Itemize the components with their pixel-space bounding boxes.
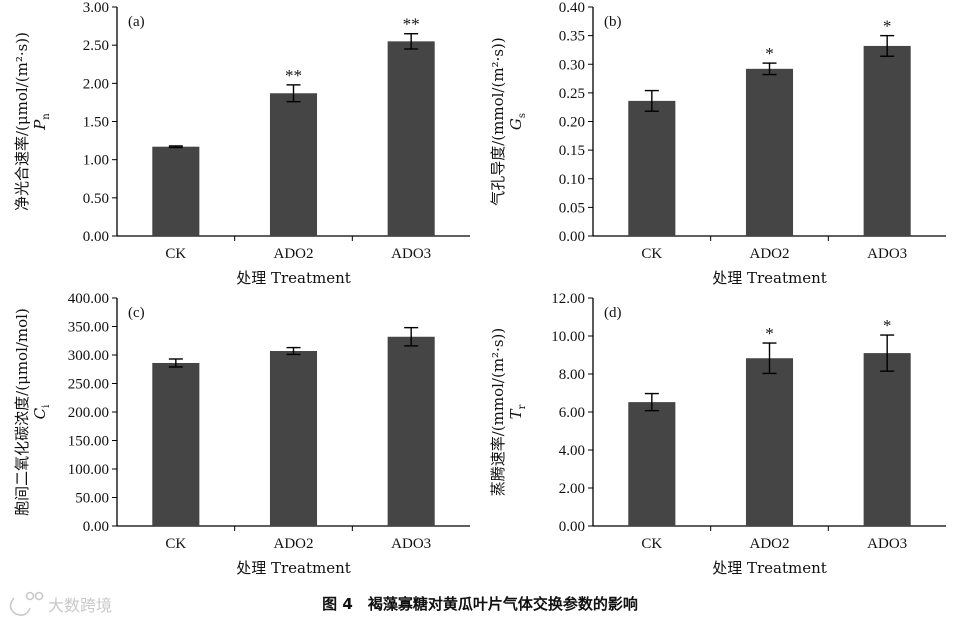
y-tick-label: 3.00 [83,0,109,16]
y-axis-title: 气孔导度/(mmol/(m²·s)) [489,37,507,206]
y-tick-label: 0.05 [559,200,585,216]
y-axis-symbol: Pn [31,113,52,131]
y-tick-label: 400.00 [68,291,109,307]
y-tick-label: 0.10 [559,172,585,188]
bar-ado2 [745,68,794,236]
y-tick-label: 2.00 [83,76,109,92]
y-tick-label: 0.15 [559,143,585,159]
x-tick-label: CK [165,246,186,262]
y-axis-title: 蒸腾速率/(mmol/(m²·s)) [489,328,507,497]
y-axis-symbol: Tr [507,404,528,419]
y-tick-label: 150.00 [68,434,109,450]
bar-ado2 [269,93,318,236]
y-axis-symbol: Ci [31,405,52,420]
x-tick-label: CK [641,536,662,552]
bar-ck [628,402,676,526]
x-tick-label: ADO2 [274,246,314,262]
watermark: 大数跨境 [9,591,112,616]
y-tick-label: 0.35 [559,29,585,45]
significance-marker: ** [285,66,302,85]
figure-caption: 图 4 褐藻寡糖对黄瓜叶片气体交换参数的影响 [322,595,638,613]
x-axis-title: 处理 Treatment [236,269,351,287]
y-tick-label: 4.00 [559,443,585,459]
x-axis-title: 处理 Treatment [712,559,827,577]
y-tick-label: 1.50 [83,115,109,131]
y-tick-label: 0.00 [83,229,109,245]
bar-ado3 [863,353,911,526]
panel-label: (a) [128,14,145,30]
y-tick-label: 0.50 [83,191,109,207]
y-tick-label: 2.50 [83,38,109,54]
x-tick-label: ADO2 [750,536,790,552]
y-tick-label: 300.00 [68,348,109,364]
y-tick-label: 2.00 [559,481,585,497]
y-tick-label: 0.00 [83,519,109,535]
y-tick-label: 0.00 [559,229,585,245]
y-tick-label: 0.00 [559,519,585,535]
bar-ado3 [387,336,435,526]
bar-ado2 [745,358,794,526]
chart-panel-1: 0.00 0.50 1.00 1.50 2.00 2.50 3.00 CK ** ADO2 ** AD… [13,0,470,287]
chart-panel-4: 0.00 2.00 4.00 6.00 8.00 10.00 12.00 CK * ADO2 * AD… [489,291,946,577]
y-tick-label: 50.00 [75,491,109,507]
y-axis-symbol: Gs [507,113,528,130]
y-axis-title: 胞间二氧化碳浓度/(μmol/mol) [13,308,31,516]
y-tick-label: 0.25 [559,86,585,102]
y-tick-label: 200.00 [68,405,109,421]
watermark-text: 大数跨境 [48,596,112,615]
y-tick-label: 0.30 [559,57,585,73]
significance-marker: * [883,17,892,36]
y-tick-label: 10.00 [551,329,585,345]
y-tick-label: 350.00 [68,320,109,336]
bar-ado3 [387,41,435,236]
y-tick-label: 6.00 [559,405,585,421]
chart-panel-3: 0.00 50.00 100.00 150.00 200.00 250.00 300.00 3… [13,291,470,577]
bar-ck [152,146,200,236]
x-tick-label: ADO3 [867,536,907,552]
x-tick-label: ADO3 [391,246,431,262]
bar-ck [152,362,200,526]
y-tick-label: 100.00 [68,462,109,478]
x-axis-title: 处理 Treatment [712,269,827,287]
y-tick-label: 0.40 [559,0,585,16]
chart-panels: 0.000.501.001.502.002.503.00CK**ADO2**AD… [13,0,946,577]
significance-marker: * [883,316,892,335]
bar-ado3 [863,45,911,237]
significance-marker: * [765,44,774,63]
significance-marker: ** [403,15,420,34]
bar-ado2 [269,351,318,526]
x-tick-label: ADO3 [867,246,907,262]
y-tick-label: 8.00 [559,367,585,383]
y-axis-title: 净光合速率/(μmol/(m²·s)) [13,32,31,211]
significance-marker: * [765,324,774,343]
y-tick-label: 0.20 [559,115,585,131]
watermark-logo-icon [9,591,44,616]
y-tick-label: 12.00 [551,291,585,307]
panel-label: (d) [604,305,622,321]
x-tick-label: CK [165,536,186,552]
y-tick-label: 250.00 [68,377,109,393]
x-tick-label: ADO2 [274,536,314,552]
panel-label: (c) [128,305,145,321]
x-tick-label: ADO3 [391,536,431,552]
x-tick-label: ADO2 [750,246,790,262]
x-tick-label: CK [641,246,662,262]
y-tick-label: 1.00 [83,153,109,169]
panel-label: (b) [604,14,622,30]
bar-ck [628,100,676,236]
x-axis-title: 处理 Treatment [236,559,351,577]
chart-panel-2: 0.00 0.05 0.10 0.15 0.20 0.25 0.30 0.35 0.40 CK * A… [489,0,946,287]
